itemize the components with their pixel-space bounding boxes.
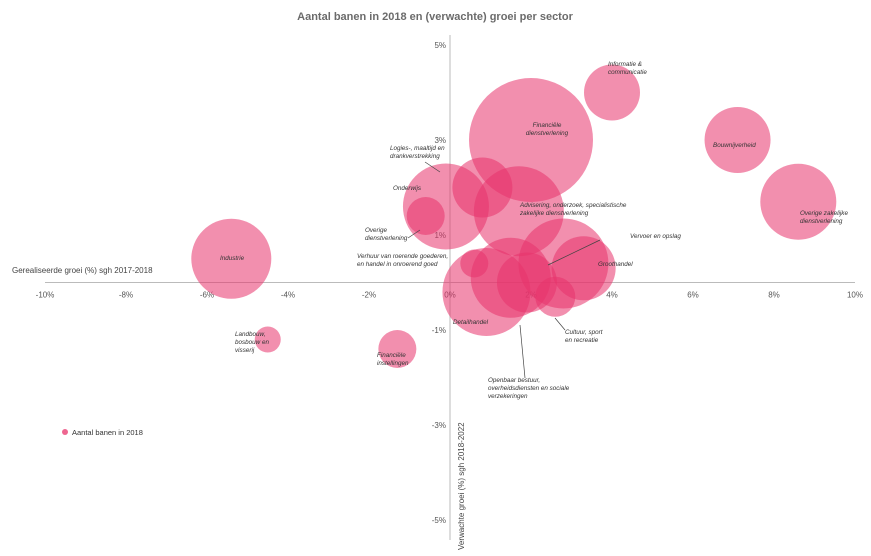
bubble-point bbox=[378, 330, 417, 368]
x-axis-label: Gerealiseerde groei (%) sgh 2017-2018 bbox=[12, 266, 153, 275]
label-leader-line bbox=[424, 161, 441, 173]
bubble-label: Overige dienstverlening bbox=[365, 227, 408, 242]
x-tick-label: 4% bbox=[606, 291, 618, 300]
bubble-label: Overige zakelijke dienstverlening bbox=[800, 210, 848, 225]
legend: Aantal banen in 2018 bbox=[62, 428, 143, 437]
bubble-label: Detailhandel bbox=[453, 319, 489, 326]
bubble-label: Cultuur, sport en recreatie bbox=[565, 329, 603, 344]
y-tick-label: -1% bbox=[432, 326, 446, 335]
y-tick-label: 5% bbox=[434, 41, 446, 50]
label-leader-line bbox=[519, 324, 526, 379]
x-tick-label: -2% bbox=[362, 291, 376, 300]
bubbles-layer bbox=[191, 64, 837, 368]
bubble-label: Vervoer en opslag bbox=[630, 233, 681, 240]
bubble-point bbox=[452, 157, 513, 218]
bubble-point bbox=[704, 107, 771, 173]
legend-marker bbox=[62, 429, 68, 435]
x-tick-label: -8% bbox=[119, 291, 133, 300]
bubble-point bbox=[460, 249, 489, 278]
bubble-label: Industrie bbox=[220, 255, 245, 262]
bubble-label: Bouwnijverheid bbox=[713, 142, 756, 149]
bubble-label: Informatie & communicatie bbox=[608, 61, 647, 76]
legend-entry: Aantal banen in 2018 bbox=[72, 428, 143, 437]
y-tick-label: -5% bbox=[432, 516, 446, 525]
bubble-point bbox=[406, 197, 445, 235]
bubble-label: Landbouw, bosbouw en visserij bbox=[235, 331, 269, 354]
bubble-point bbox=[760, 163, 837, 240]
x-tick-label: -4% bbox=[281, 291, 295, 300]
bubble-label: Advisering, onderzoek, specialistische za… bbox=[519, 202, 627, 217]
bubble-label: Financiële dienstverlening bbox=[526, 122, 569, 137]
chart-title: Aantal banen in 2018 en (verwachte) groe… bbox=[297, 11, 573, 23]
y-axis-label: Verwachte groei (%) sgh 2018-2022 bbox=[457, 422, 466, 550]
bubble-point bbox=[254, 326, 281, 353]
bubble-label: Verhuur van roerende goederen, en handel … bbox=[357, 253, 448, 268]
bubble-label: Groothandel bbox=[598, 261, 633, 268]
bubble-label: Logies-, maaltijd en drankverstrekking bbox=[390, 145, 445, 160]
bubble-point bbox=[191, 218, 272, 299]
x-tick-label: 8% bbox=[768, 291, 780, 300]
y-tick-label: -3% bbox=[432, 421, 446, 430]
bubble-label: Financiële instellingen bbox=[377, 352, 409, 367]
label-leader-line bbox=[554, 317, 566, 331]
bubble-label: Onderwijs bbox=[393, 185, 422, 192]
label-leader-line bbox=[547, 239, 601, 266]
bubble-point bbox=[584, 64, 640, 121]
x-tick-label: -6% bbox=[200, 291, 214, 300]
bubble-point bbox=[535, 276, 576, 317]
y-tick-label: 3% bbox=[434, 136, 446, 145]
x-tick-label: 10% bbox=[847, 291, 863, 300]
bubble-label: Openbaar bestuur, overheidsdiensten en so… bbox=[488, 377, 570, 400]
x-tick-label: 6% bbox=[687, 291, 699, 300]
x-tick-label: -10% bbox=[36, 291, 55, 300]
bubble-labels-layer: Informatie & communicatie Financiële dienst… bbox=[220, 61, 848, 400]
label-leader-line bbox=[407, 229, 421, 239]
